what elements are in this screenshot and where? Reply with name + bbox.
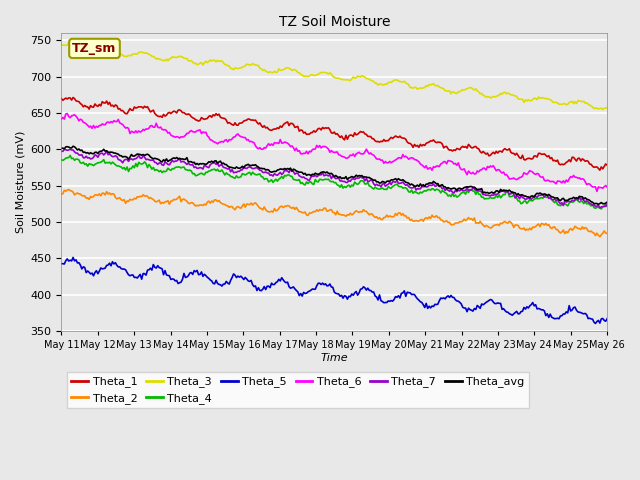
Theta_3 — [234, 66, 242, 72]
Theta_4 — [58, 157, 65, 163]
Theta_2 — [193, 203, 201, 208]
Title: TZ Soil Moisture: TZ Soil Moisture — [278, 15, 390, 29]
Theta_6 — [332, 149, 340, 155]
Theta_6 — [246, 139, 253, 144]
Theta_2 — [332, 212, 340, 217]
Line: Theta_2: Theta_2 — [61, 190, 607, 237]
Theta_7 — [58, 148, 65, 154]
Theta_4 — [583, 201, 591, 207]
Theta_5 — [604, 316, 611, 322]
Theta_2 — [386, 213, 394, 219]
Theta_5 — [234, 273, 242, 279]
Text: TZ_sm: TZ_sm — [72, 42, 116, 55]
Theta_avg — [332, 173, 340, 179]
Theta_7 — [67, 146, 74, 152]
Theta_7 — [193, 166, 201, 171]
Theta_4 — [193, 172, 201, 178]
Theta_7 — [246, 164, 253, 170]
Theta_5 — [246, 278, 253, 284]
Y-axis label: Soil Moisture (mV): Soil Moisture (mV) — [15, 131, 25, 233]
Theta_5 — [386, 299, 394, 304]
Theta_6 — [604, 184, 611, 190]
Theta_2 — [596, 234, 604, 240]
Theta_1 — [332, 132, 340, 137]
Theta_1 — [58, 96, 65, 102]
Theta_2 — [246, 202, 253, 207]
Line: Theta_6: Theta_6 — [61, 114, 607, 192]
Theta_avg — [386, 179, 394, 184]
Theta_3 — [58, 42, 65, 48]
Theta_1 — [234, 122, 242, 128]
Theta_3 — [332, 75, 340, 81]
Theta_avg — [234, 165, 242, 171]
Theta_2 — [65, 187, 72, 192]
Theta_7 — [604, 202, 611, 207]
Theta_2 — [583, 226, 591, 231]
Theta_avg — [583, 196, 591, 202]
Theta_1 — [193, 118, 201, 123]
Theta_5 — [591, 321, 599, 326]
Line: Theta_3: Theta_3 — [61, 43, 607, 109]
Theta_3 — [583, 100, 591, 106]
Theta_avg — [604, 199, 611, 205]
Theta_4 — [246, 169, 253, 175]
Theta_4 — [332, 180, 340, 185]
Theta_1 — [604, 162, 611, 168]
Theta_1 — [596, 168, 604, 173]
Theta_6 — [583, 181, 591, 187]
Theta_4 — [386, 185, 394, 191]
Theta_3 — [604, 105, 611, 110]
Theta_6 — [193, 128, 201, 133]
Line: Theta_5: Theta_5 — [61, 257, 607, 324]
Theta_7 — [386, 180, 394, 185]
Theta_avg — [58, 145, 65, 151]
Theta_1 — [246, 117, 253, 122]
Theta_6 — [58, 116, 65, 122]
Theta_2 — [604, 230, 611, 236]
Line: Theta_7: Theta_7 — [61, 149, 607, 208]
Theta_7 — [583, 198, 591, 204]
X-axis label: Time: Time — [321, 353, 348, 363]
Theta_6 — [386, 158, 394, 164]
Line: Theta_1: Theta_1 — [61, 97, 607, 170]
Theta_4 — [67, 153, 74, 158]
Theta_avg — [246, 163, 253, 168]
Theta_7 — [332, 176, 340, 181]
Theta_3 — [386, 79, 394, 85]
Theta_3 — [193, 62, 201, 68]
Theta_4 — [598, 206, 605, 212]
Theta_4 — [234, 175, 242, 180]
Theta_3 — [599, 107, 607, 112]
Theta_5 — [583, 312, 591, 318]
Theta_4 — [604, 203, 611, 209]
Theta_5 — [69, 254, 77, 260]
Theta_1 — [69, 95, 77, 100]
Theta_2 — [58, 191, 65, 197]
Theta_5 — [58, 261, 65, 266]
Theta_2 — [234, 204, 242, 209]
Theta_avg — [69, 144, 77, 149]
Theta_5 — [332, 290, 340, 296]
Theta_avg — [595, 202, 602, 207]
Theta_7 — [234, 168, 242, 174]
Theta_7 — [596, 205, 604, 211]
Theta_5 — [193, 267, 201, 273]
Theta_6 — [63, 111, 71, 117]
Theta_avg — [193, 161, 201, 167]
Theta_1 — [386, 136, 394, 142]
Line: Theta_avg: Theta_avg — [61, 146, 607, 204]
Theta_1 — [583, 158, 591, 164]
Line: Theta_4: Theta_4 — [61, 156, 607, 209]
Theta_3 — [65, 40, 72, 46]
Theta_6 — [593, 189, 601, 194]
Theta_6 — [234, 131, 242, 137]
Theta_3 — [246, 62, 253, 68]
Legend: Theta_1, Theta_2, Theta_3, Theta_4, Theta_5, Theta_6, Theta_7, Theta_avg: Theta_1, Theta_2, Theta_3, Theta_4, Thet… — [67, 372, 529, 408]
